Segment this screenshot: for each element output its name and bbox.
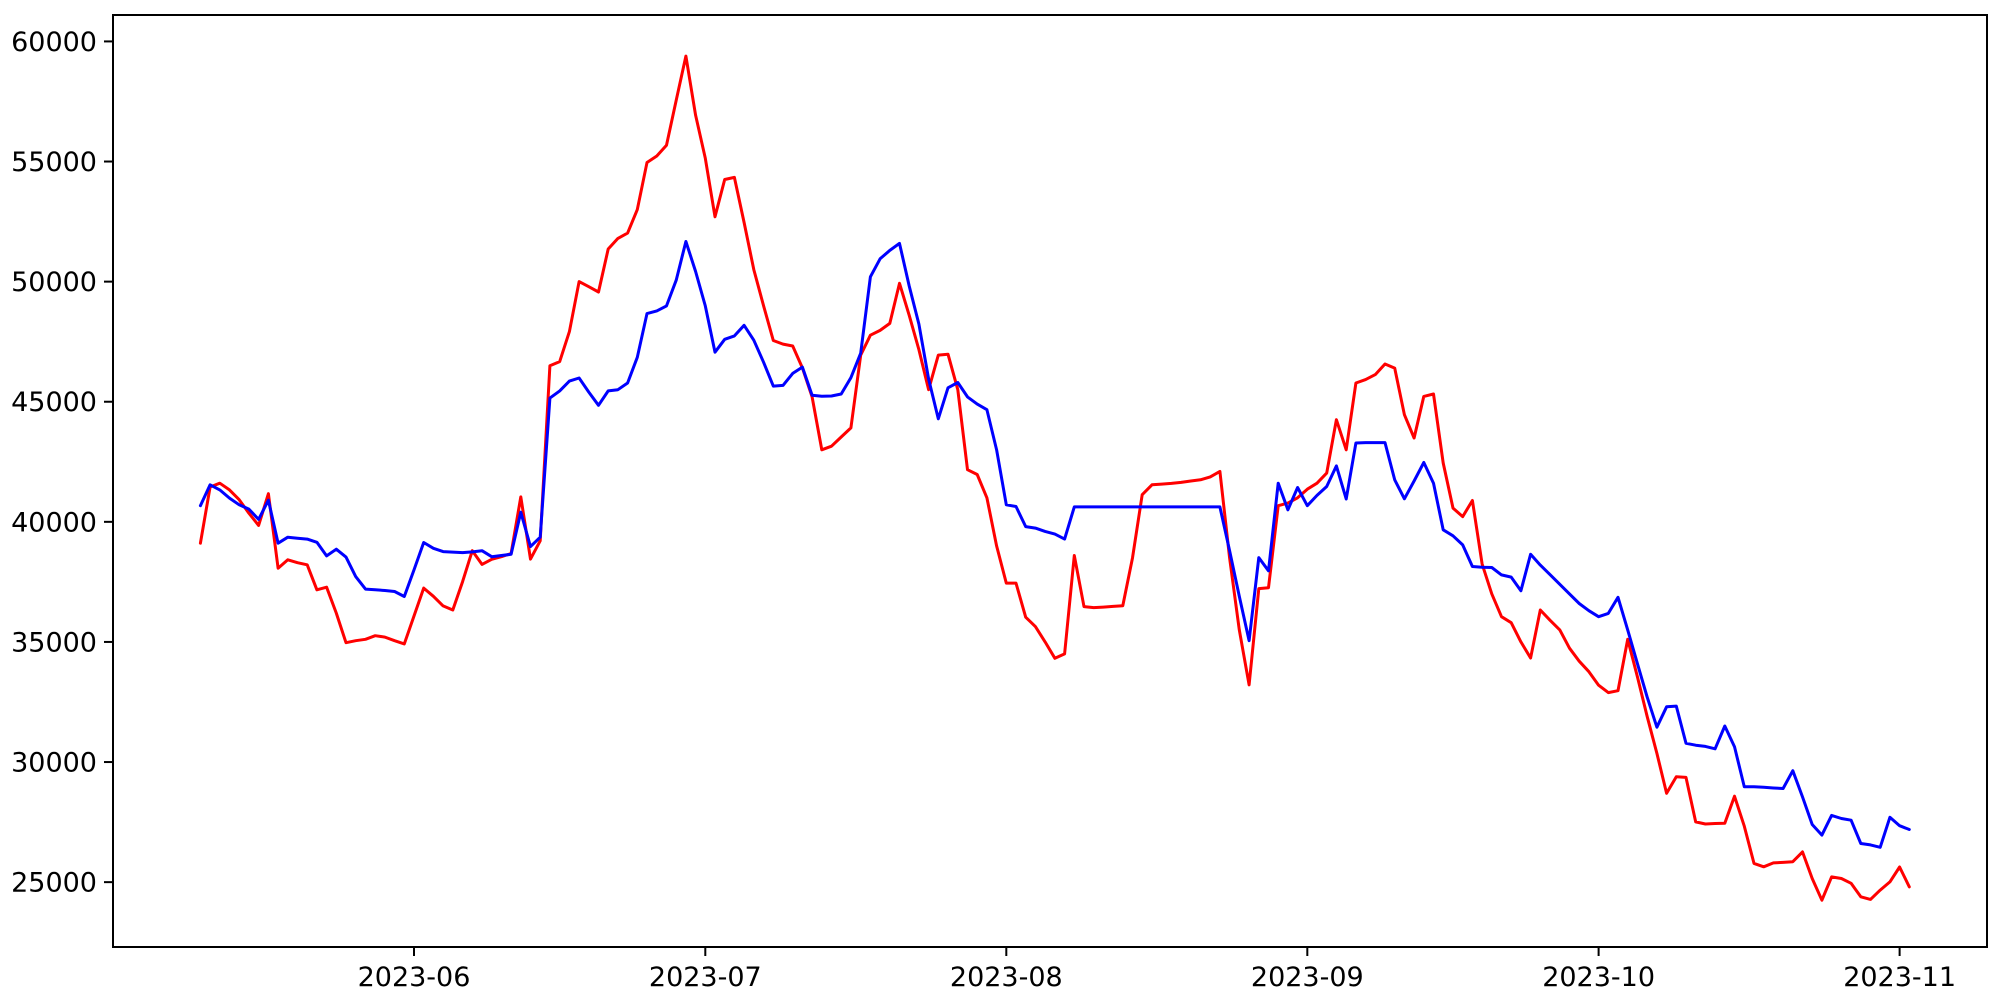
plot-series bbox=[198, 54, 1911, 902]
y-tick-label: 60000 bbox=[11, 27, 97, 58]
y-tick-label: 55000 bbox=[11, 147, 97, 178]
y-tick-label: 25000 bbox=[11, 868, 97, 899]
y-tick-label: 50000 bbox=[11, 267, 97, 298]
x-tick-label: 2023-06 bbox=[358, 962, 471, 993]
y-tick-label: 40000 bbox=[11, 507, 97, 538]
y-tick-label: 35000 bbox=[11, 627, 97, 658]
series-red-line bbox=[198, 54, 1911, 902]
x-tick-label: 2023-07 bbox=[649, 962, 762, 993]
y-tick-label: 45000 bbox=[11, 387, 97, 418]
x-axis: 2023-06 2023-07 2023-08 2023-09 2023-10 2023-… bbox=[358, 947, 1956, 993]
y-axis: 25000 30000 35000 40000 45000 50000 55000 60000 bbox=[11, 27, 113, 899]
series-blue-line bbox=[198, 240, 1911, 849]
x-tick-label: 2023-10 bbox=[1542, 962, 1655, 993]
x-tick-label: 2023-08 bbox=[950, 962, 1063, 993]
plot-frame bbox=[112, 14, 1988, 948]
y-tick-label: 30000 bbox=[11, 748, 97, 779]
x-tick-label: 2023-09 bbox=[1251, 962, 1364, 993]
x-tick-label: 2023-11 bbox=[1843, 962, 1956, 993]
